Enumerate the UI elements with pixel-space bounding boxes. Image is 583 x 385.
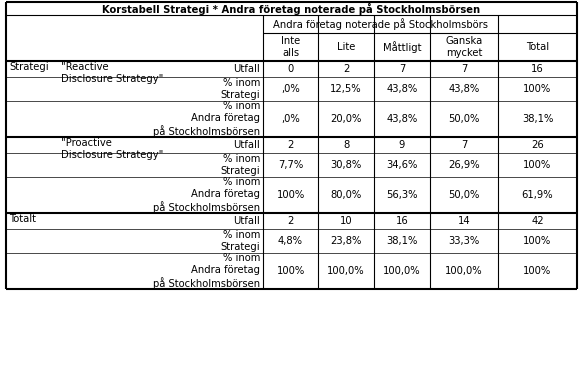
Text: Lite: Lite xyxy=(337,42,355,52)
Text: 100,0%: 100,0% xyxy=(383,266,421,276)
Text: Ganska
mycket: Ganska mycket xyxy=(445,36,483,58)
Text: 7: 7 xyxy=(399,64,405,74)
Text: 100%: 100% xyxy=(524,160,552,170)
Text: 8: 8 xyxy=(343,140,349,150)
Text: ,0%: ,0% xyxy=(281,114,300,124)
Text: % inom
Strategi: % inom Strategi xyxy=(220,78,260,100)
Text: 43,8%: 43,8% xyxy=(387,84,417,94)
Text: Inte
alls: Inte alls xyxy=(281,36,300,58)
Text: 2: 2 xyxy=(287,216,294,226)
Text: % inom
Strategi: % inom Strategi xyxy=(220,154,260,176)
Text: 20,0%: 20,0% xyxy=(331,114,361,124)
Text: Utfall: Utfall xyxy=(233,140,260,150)
Text: 16: 16 xyxy=(531,64,544,74)
Text: 61,9%: 61,9% xyxy=(522,190,553,200)
Text: 100%: 100% xyxy=(276,190,305,200)
Text: 7: 7 xyxy=(461,140,467,150)
Text: Utfall: Utfall xyxy=(233,64,260,74)
Text: 100%: 100% xyxy=(524,236,552,246)
Text: "Reactive
Disclosure Strategy": "Reactive Disclosure Strategy" xyxy=(61,62,163,84)
Text: % inom
Andra företag
på Stockholmsbörsen: % inom Andra företag på Stockholmsbörsen xyxy=(153,101,260,137)
Text: 4,8%: 4,8% xyxy=(278,236,303,246)
Text: 2: 2 xyxy=(343,64,349,74)
Text: Korstabell Strategi * Andra företag noterade på Stockholmsbörsen: Korstabell Strategi * Andra företag note… xyxy=(103,2,480,15)
Text: 23,8%: 23,8% xyxy=(331,236,361,246)
Text: Utfall: Utfall xyxy=(233,216,260,226)
Text: 100,0%: 100,0% xyxy=(445,266,483,276)
Text: 2: 2 xyxy=(287,140,294,150)
Text: 100%: 100% xyxy=(524,84,552,94)
Text: 42: 42 xyxy=(531,216,544,226)
Text: 100%: 100% xyxy=(276,266,305,276)
Text: 33,3%: 33,3% xyxy=(448,236,480,246)
Text: 38,1%: 38,1% xyxy=(522,114,553,124)
Text: 50,0%: 50,0% xyxy=(448,114,480,124)
Text: Strategi: Strategi xyxy=(9,62,48,72)
Text: Total: Total xyxy=(526,42,549,52)
Text: ,0%: ,0% xyxy=(281,84,300,94)
Text: 26: 26 xyxy=(531,140,544,150)
Text: 43,8%: 43,8% xyxy=(387,114,417,124)
Text: % inom
Strategi: % inom Strategi xyxy=(220,230,260,252)
Text: 0: 0 xyxy=(287,64,294,74)
Text: 43,8%: 43,8% xyxy=(448,84,480,94)
Text: 12,5%: 12,5% xyxy=(330,84,362,94)
Text: 7,7%: 7,7% xyxy=(278,160,303,170)
Text: 38,1%: 38,1% xyxy=(387,236,417,246)
Text: 50,0%: 50,0% xyxy=(448,190,480,200)
Text: 30,8%: 30,8% xyxy=(331,160,361,170)
Text: Totalt: Totalt xyxy=(9,214,36,224)
Text: % inom
Andra företag
på Stockholmsbörsen: % inom Andra företag på Stockholmsbörsen xyxy=(153,253,260,289)
Text: 7: 7 xyxy=(461,64,467,74)
Text: 14: 14 xyxy=(458,216,470,226)
Text: 80,0%: 80,0% xyxy=(331,190,361,200)
Text: 56,3%: 56,3% xyxy=(387,190,418,200)
Text: Andra företag noterade på Stockholmsbörs: Andra företag noterade på Stockholmsbörs xyxy=(273,18,488,30)
Text: 26,9%: 26,9% xyxy=(448,160,480,170)
Text: "Proactive
Disclosure Strategy": "Proactive Disclosure Strategy" xyxy=(61,138,163,160)
Text: % inom
Andra företag
på Stockholmsbörsen: % inom Andra företag på Stockholmsbörsen xyxy=(153,177,260,213)
Text: 10: 10 xyxy=(340,216,352,226)
Text: 9: 9 xyxy=(399,140,405,150)
Text: 100,0%: 100,0% xyxy=(327,266,365,276)
Text: 34,6%: 34,6% xyxy=(387,160,417,170)
Text: Måttligt: Måttligt xyxy=(383,41,422,53)
Text: 100%: 100% xyxy=(524,266,552,276)
Text: 16: 16 xyxy=(396,216,408,226)
